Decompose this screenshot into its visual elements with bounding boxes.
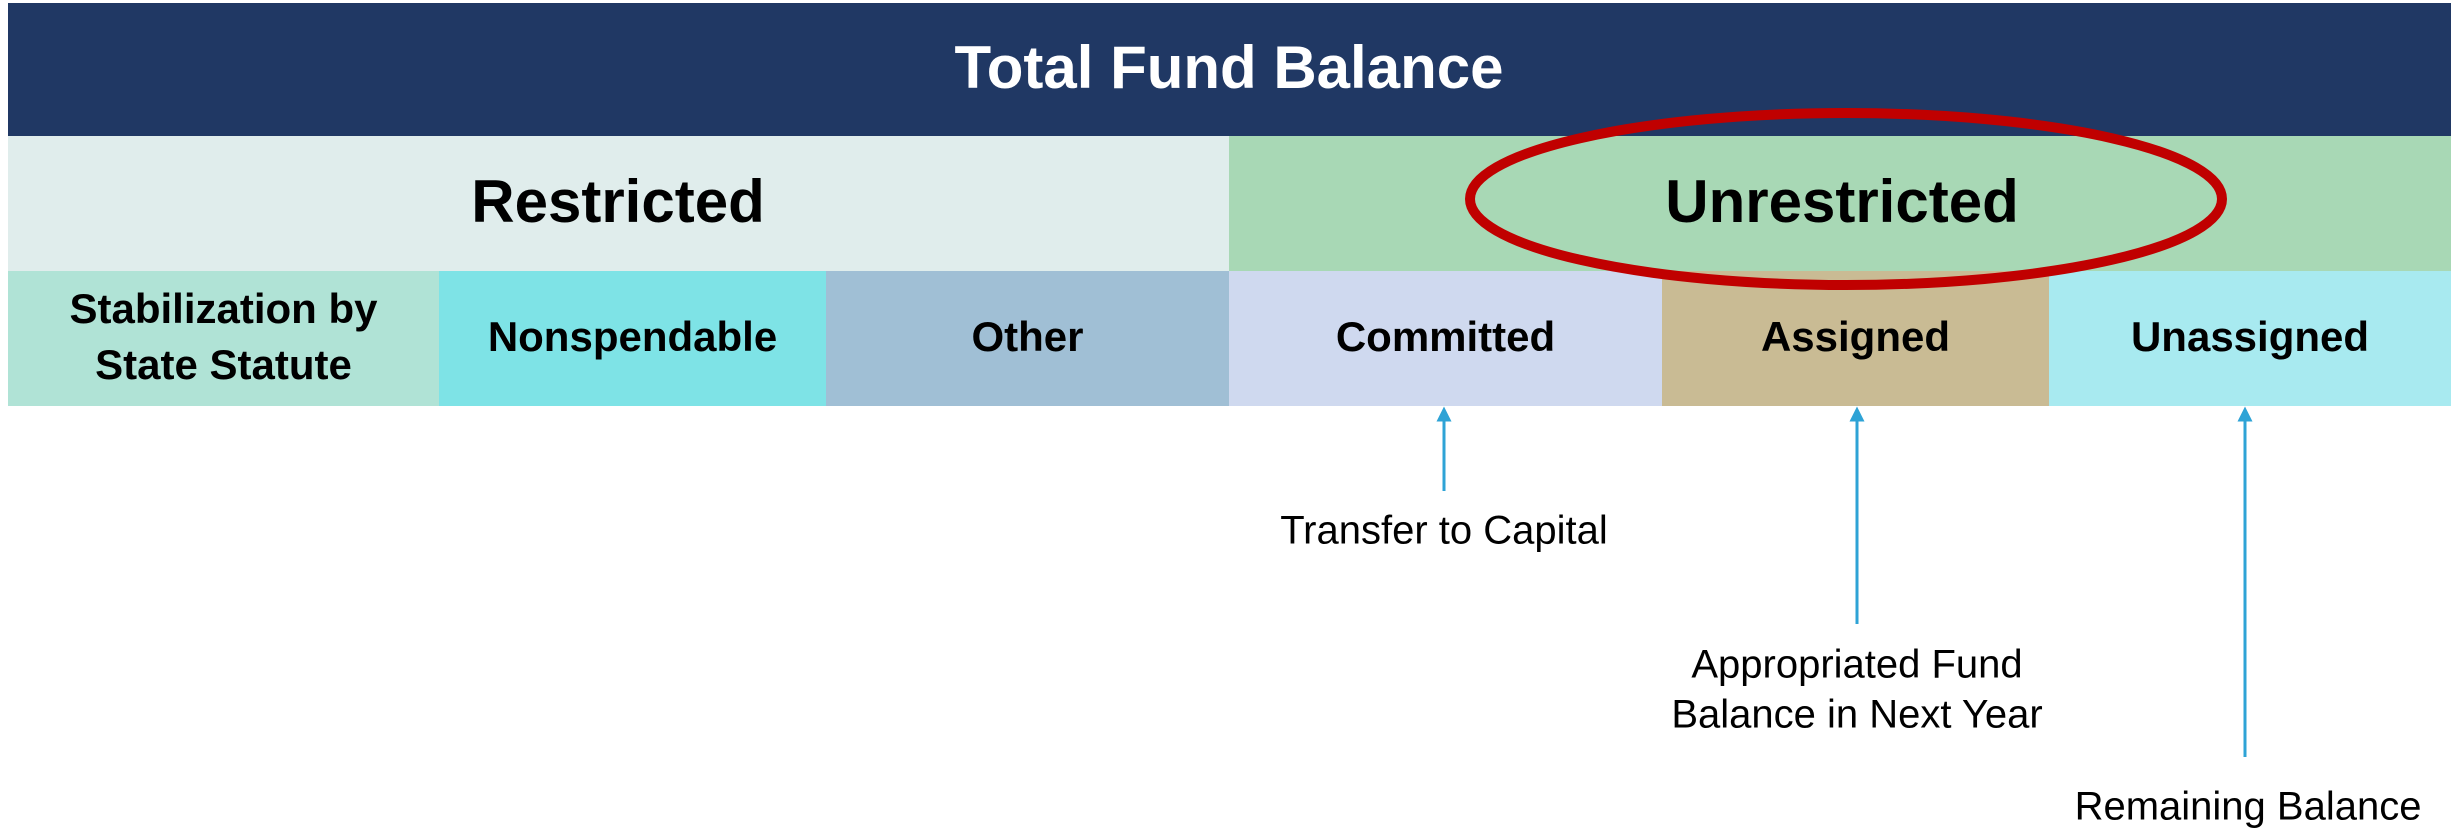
category-cell [826,271,1229,406]
annotation-label: Transfer to Capital [1280,509,1608,553]
cell-label: Other [971,313,1083,360]
category-cell [2049,271,2451,406]
title: Total Fund Balance [955,34,1504,101]
section-band [1229,136,2451,271]
category-cell [8,271,439,406]
title-bar [8,3,2451,136]
category-cell [439,271,826,406]
section-band [8,136,1229,271]
annotation-label: Balance in Next Year [1671,693,2042,737]
category-cell [1662,271,2049,406]
highlight-ellipse [1465,108,2227,290]
section-label: Unrestricted [1665,168,2018,235]
cell-label: Assigned [1761,313,1950,360]
cell-label: Unassigned [2131,313,2369,360]
category-cell [1229,271,1662,406]
section-label: Restricted [471,168,764,235]
cell-label: Nonspendable [488,313,777,360]
cell-label: State Statute [95,341,352,388]
cell-label: Committed [1336,313,1555,360]
annotation-label: Remaining Balance [2075,785,2422,829]
annotation-label: Appropriated Fund [1691,643,2022,687]
cell-label: Stabilization by [69,285,378,332]
